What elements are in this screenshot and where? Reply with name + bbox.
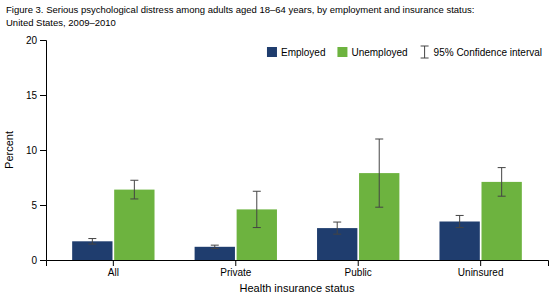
y-tick: 15 — [26, 90, 46, 101]
legend: Employed Unemployed 95% Confidence interva… — [267, 46, 542, 58]
x-axis-label: Health insurance status — [240, 282, 355, 294]
tick-label: Private — [220, 267, 252, 278]
x-tick: All — [108, 260, 119, 278]
x-tick: Uninsured — [458, 260, 504, 278]
chart-svg: Figure 3. Serious psychological distress… — [0, 0, 560, 298]
error-bar-cap — [498, 167, 506, 168]
error-bar-stem — [379, 139, 380, 207]
legend-label: Unemployed — [351, 47, 407, 58]
error-bar-cap — [375, 207, 383, 208]
tick-mark — [40, 40, 46, 41]
subtitle: United States, 2009–2010 — [6, 17, 116, 28]
tick-label: 20 — [26, 35, 38, 46]
legend-item: 95% Confidence interval — [421, 46, 542, 58]
legend-item: Employed — [267, 47, 325, 58]
legend-item: Unemployed — [337, 47, 407, 58]
error-bar — [211, 245, 219, 248]
tick-mark — [235, 260, 236, 266]
error-bar-cap — [253, 191, 261, 192]
y-axis: 0 5 10 15 20 — [26, 35, 47, 266]
bar — [114, 190, 154, 260]
y-axis-label: Percent — [3, 131, 15, 169]
error-bar — [456, 215, 464, 227]
series — [114, 173, 522, 260]
error-bar-cap — [498, 196, 506, 197]
legend-swatch — [337, 47, 347, 57]
error-bar-cap — [130, 180, 138, 181]
x-axis: All Private Public Uninsured — [47, 260, 549, 278]
error-bar — [253, 191, 261, 227]
error-bar-cap — [333, 222, 341, 223]
tick-mark — [40, 260, 46, 261]
error-bars — [88, 215, 463, 248]
legend-errorbar — [421, 58, 429, 59]
error-bars — [130, 139, 505, 228]
tick-label: 10 — [26, 145, 38, 156]
tick-mark — [40, 95, 46, 96]
error-bar — [333, 222, 341, 234]
error-bar-cap — [375, 139, 383, 140]
legend-swatch — [267, 47, 277, 57]
tick-label: 5 — [31, 200, 37, 211]
chart-container: Figure 3. Serious psychological distress… — [0, 0, 560, 298]
tick-mark — [40, 205, 46, 206]
error-bar-cap — [211, 245, 219, 246]
tick-label: Public — [345, 267, 372, 278]
error-bar-cap — [333, 234, 341, 235]
y-tick: 0 — [31, 255, 46, 266]
tick-mark — [40, 150, 46, 151]
error-bar — [375, 139, 383, 207]
y-tick: 5 — [31, 200, 46, 211]
y-tick: 20 — [26, 35, 46, 46]
error-bar-stem — [337, 222, 338, 234]
error-bar — [498, 168, 506, 197]
tick-mark — [358, 260, 359, 266]
tick-label: 15 — [26, 90, 38, 101]
bar — [439, 222, 479, 261]
x-tick: Public — [345, 260, 372, 278]
error-bar-stem — [256, 191, 257, 227]
marks — [72, 139, 522, 260]
tick-label: 0 — [31, 255, 37, 266]
error-bar-stem — [92, 239, 93, 245]
tick-mark — [480, 260, 481, 266]
error-bar-cap — [211, 248, 219, 249]
error-bar-stem — [501, 168, 502, 197]
error-bar-cap — [456, 215, 464, 216]
tick-label: All — [108, 267, 119, 278]
bar — [195, 247, 235, 260]
legend-label: 95% Confidence interval — [434, 47, 542, 58]
title: Figure 3. Serious psychological distress… — [6, 4, 474, 15]
legend-label: Employed — [281, 47, 325, 58]
axis-domain — [40, 41, 47, 261]
legend-errorbar — [424, 46, 425, 58]
error-bar-cap — [253, 227, 261, 228]
error-bar — [88, 239, 96, 245]
x-tick: Private — [220, 260, 252, 278]
bar — [72, 241, 112, 260]
error-bar — [130, 180, 138, 199]
tick-label: Uninsured — [458, 267, 504, 278]
error-bar-cap — [456, 227, 464, 228]
plot: 0 5 10 15 20 All Private Public Uninsured Employe… — [26, 35, 549, 278]
error-bar-stem — [134, 180, 135, 199]
error-bar-cap — [88, 244, 96, 245]
tick-mark — [113, 260, 114, 266]
axis-domain — [47, 261, 549, 267]
y-tick: 10 — [26, 145, 46, 156]
error-bar-cap — [130, 198, 138, 199]
error-bar-cap — [88, 238, 96, 239]
legend-errorbar — [421, 46, 429, 47]
error-bar-stem — [459, 215, 460, 227]
